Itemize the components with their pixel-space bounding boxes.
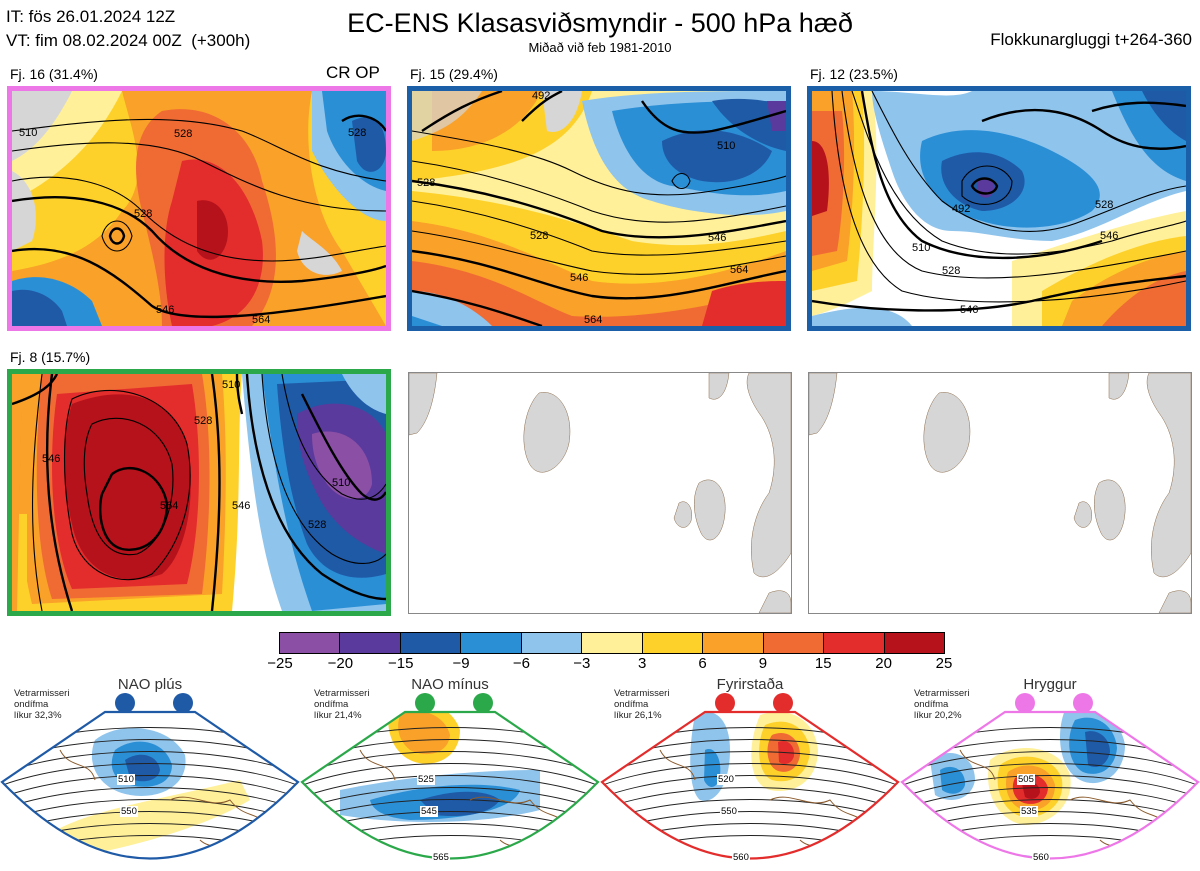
contour-label: 546 — [232, 500, 250, 512]
regime-map — [0, 710, 300, 860]
colorbar-swatch — [703, 633, 764, 653]
contour-label: 546 — [42, 453, 60, 465]
regime-title: NAO mínus — [411, 676, 489, 693]
regime-marker-dot — [115, 693, 135, 713]
regime-title: Hryggur — [1023, 676, 1077, 693]
contour-label: 528 — [1095, 199, 1113, 211]
contour-label: 564 — [252, 314, 270, 326]
regime-stats: Vetrarmisseri ondífma líkur 21,4% — [314, 688, 370, 721]
regime-contour-label: 545 — [420, 806, 438, 817]
cluster-8-map: 510 528 546 546 564 510 528 — [7, 369, 391, 616]
colorbar-swatch — [582, 633, 643, 653]
regime-contour-label: 525 — [417, 774, 435, 785]
colorbar-swatch — [400, 633, 462, 653]
cluster-15-map: 492 510 528 528 546 546 564 564 — [407, 86, 791, 331]
contour-label: 528 — [308, 519, 326, 531]
page-title: EC-ENS Klasasviðsmyndir - 500 hPa hæð — [347, 8, 853, 38]
colorbar-swatch — [824, 633, 885, 653]
regime-contour-label: 535 — [1020, 806, 1038, 817]
regime-contour-label: 510 — [117, 774, 135, 785]
colorbar-tick-label: −15 — [387, 655, 414, 672]
contour-label: 546 — [570, 272, 588, 284]
regime-stats: Vetrarmisseri ondífma líkur 26,1% — [614, 688, 670, 721]
contour-label: 510 — [717, 140, 735, 152]
cluster-2-label: Fj. 15 (29.4%) — [410, 66, 498, 82]
regime-stats: Vetrarmisseri ondífma líkur 20,2% — [914, 688, 970, 721]
contour-label: 528 — [194, 415, 212, 427]
empty-map-panel — [808, 372, 1192, 614]
colorbar-tick-label: −3 — [573, 655, 591, 672]
colorbar-tick-label: −25 — [267, 655, 293, 672]
contour-label: 564 — [160, 500, 178, 512]
regime-stats: Vetrarmisseri ondífma líkur 32,3% — [14, 688, 70, 721]
contour-label: 492 — [952, 203, 970, 215]
contour-label: 528 — [530, 230, 548, 242]
regime-marker-dot — [415, 693, 435, 713]
colorbar — [279, 632, 945, 654]
regime-map — [900, 710, 1200, 860]
regime-marker-dot — [773, 693, 793, 713]
regime-marker-dot — [173, 693, 193, 713]
regime-map — [300, 710, 600, 860]
valid-time: VT: fim 08.02.2024 00Z (+300h) — [6, 31, 251, 50]
colorbar-tick-label: 20 — [875, 655, 892, 672]
cluster-3-label: Fj. 12 (23.5%) — [810, 66, 898, 82]
regime-contour-label: 505 — [1017, 774, 1035, 785]
regime-contour-label: 520 — [717, 774, 735, 785]
colorbar-swatch — [763, 633, 825, 653]
contour-label: 528 — [942, 265, 960, 277]
colorbar-swatch — [280, 633, 341, 653]
colorbar-swatch — [884, 633, 944, 653]
contour-label: 546 — [960, 304, 978, 316]
contour-label: 528 — [174, 128, 192, 140]
colorbar-swatch — [461, 633, 522, 653]
regime-map — [600, 710, 900, 860]
contour-label: 510 — [332, 477, 350, 489]
contour-label: 546 — [1100, 230, 1118, 242]
cluster-12-map: 492 510 528 528 546 546 564 — [807, 86, 1191, 331]
colorbar-tick-label: 25 — [935, 655, 953, 672]
cluster-16-map: 510 528 528 528 546 564 — [7, 86, 391, 331]
contour-label: 528 — [417, 177, 435, 189]
contour-label: 546 — [708, 232, 726, 244]
contour-label: 492 — [532, 91, 550, 102]
colorbar-swatch — [521, 633, 583, 653]
regime-marker-dot — [1015, 693, 1035, 713]
issue-time: IT: fös 26.01.2024 12Z — [6, 7, 176, 26]
regime-contour-label: 565 — [432, 852, 450, 863]
colorbar-tick-label: −6 — [512, 655, 531, 672]
colorbar-tick-label: 15 — [814, 655, 832, 672]
regime-marker-dot — [715, 693, 735, 713]
regime-marker-dot — [1073, 693, 1093, 713]
cluster-1-tag: CR OP — [326, 63, 380, 82]
contour-label: 564 — [730, 264, 748, 276]
contour-label: 510 — [19, 127, 37, 139]
regime-contour-label: 560 — [732, 852, 750, 863]
contour-label: 546 — [156, 304, 174, 316]
colorbar-swatch — [642, 633, 704, 653]
contour-label: 510 — [912, 242, 930, 254]
cluster-1-label: Fj. 16 (31.4%) — [10, 66, 98, 82]
contour-label: 528 — [134, 208, 152, 220]
colorbar-tick-label: 6 — [698, 655, 707, 672]
contour-label: 510 — [222, 379, 240, 391]
empty-map-panel — [408, 372, 792, 614]
page-subtitle: Miðað við feb 1981-2010 — [528, 40, 672, 55]
regime-contour-label: 550 — [720, 806, 738, 817]
colorbar-swatch — [340, 633, 401, 653]
regime-marker-dot — [473, 693, 493, 713]
contour-label: 528 — [348, 127, 366, 139]
colorbar-tick-label: −20 — [327, 655, 354, 672]
cluster-4-label: Fj. 8 (15.7%) — [10, 349, 91, 365]
regime-title: NAO plús — [117, 676, 183, 693]
regime-contour-label: 550 — [120, 806, 138, 817]
contour-label: 564 — [584, 314, 602, 326]
classification-window: Flokkunargluggi t+264-360 — [990, 30, 1192, 49]
regime-contour-label: 560 — [1032, 852, 1050, 863]
colorbar-tick-label: 9 — [758, 655, 768, 672]
regime-title: Fyrirstaða — [716, 676, 784, 693]
colorbar-tick-label: 3 — [638, 655, 647, 672]
colorbar-tick-label: −9 — [452, 655, 470, 672]
